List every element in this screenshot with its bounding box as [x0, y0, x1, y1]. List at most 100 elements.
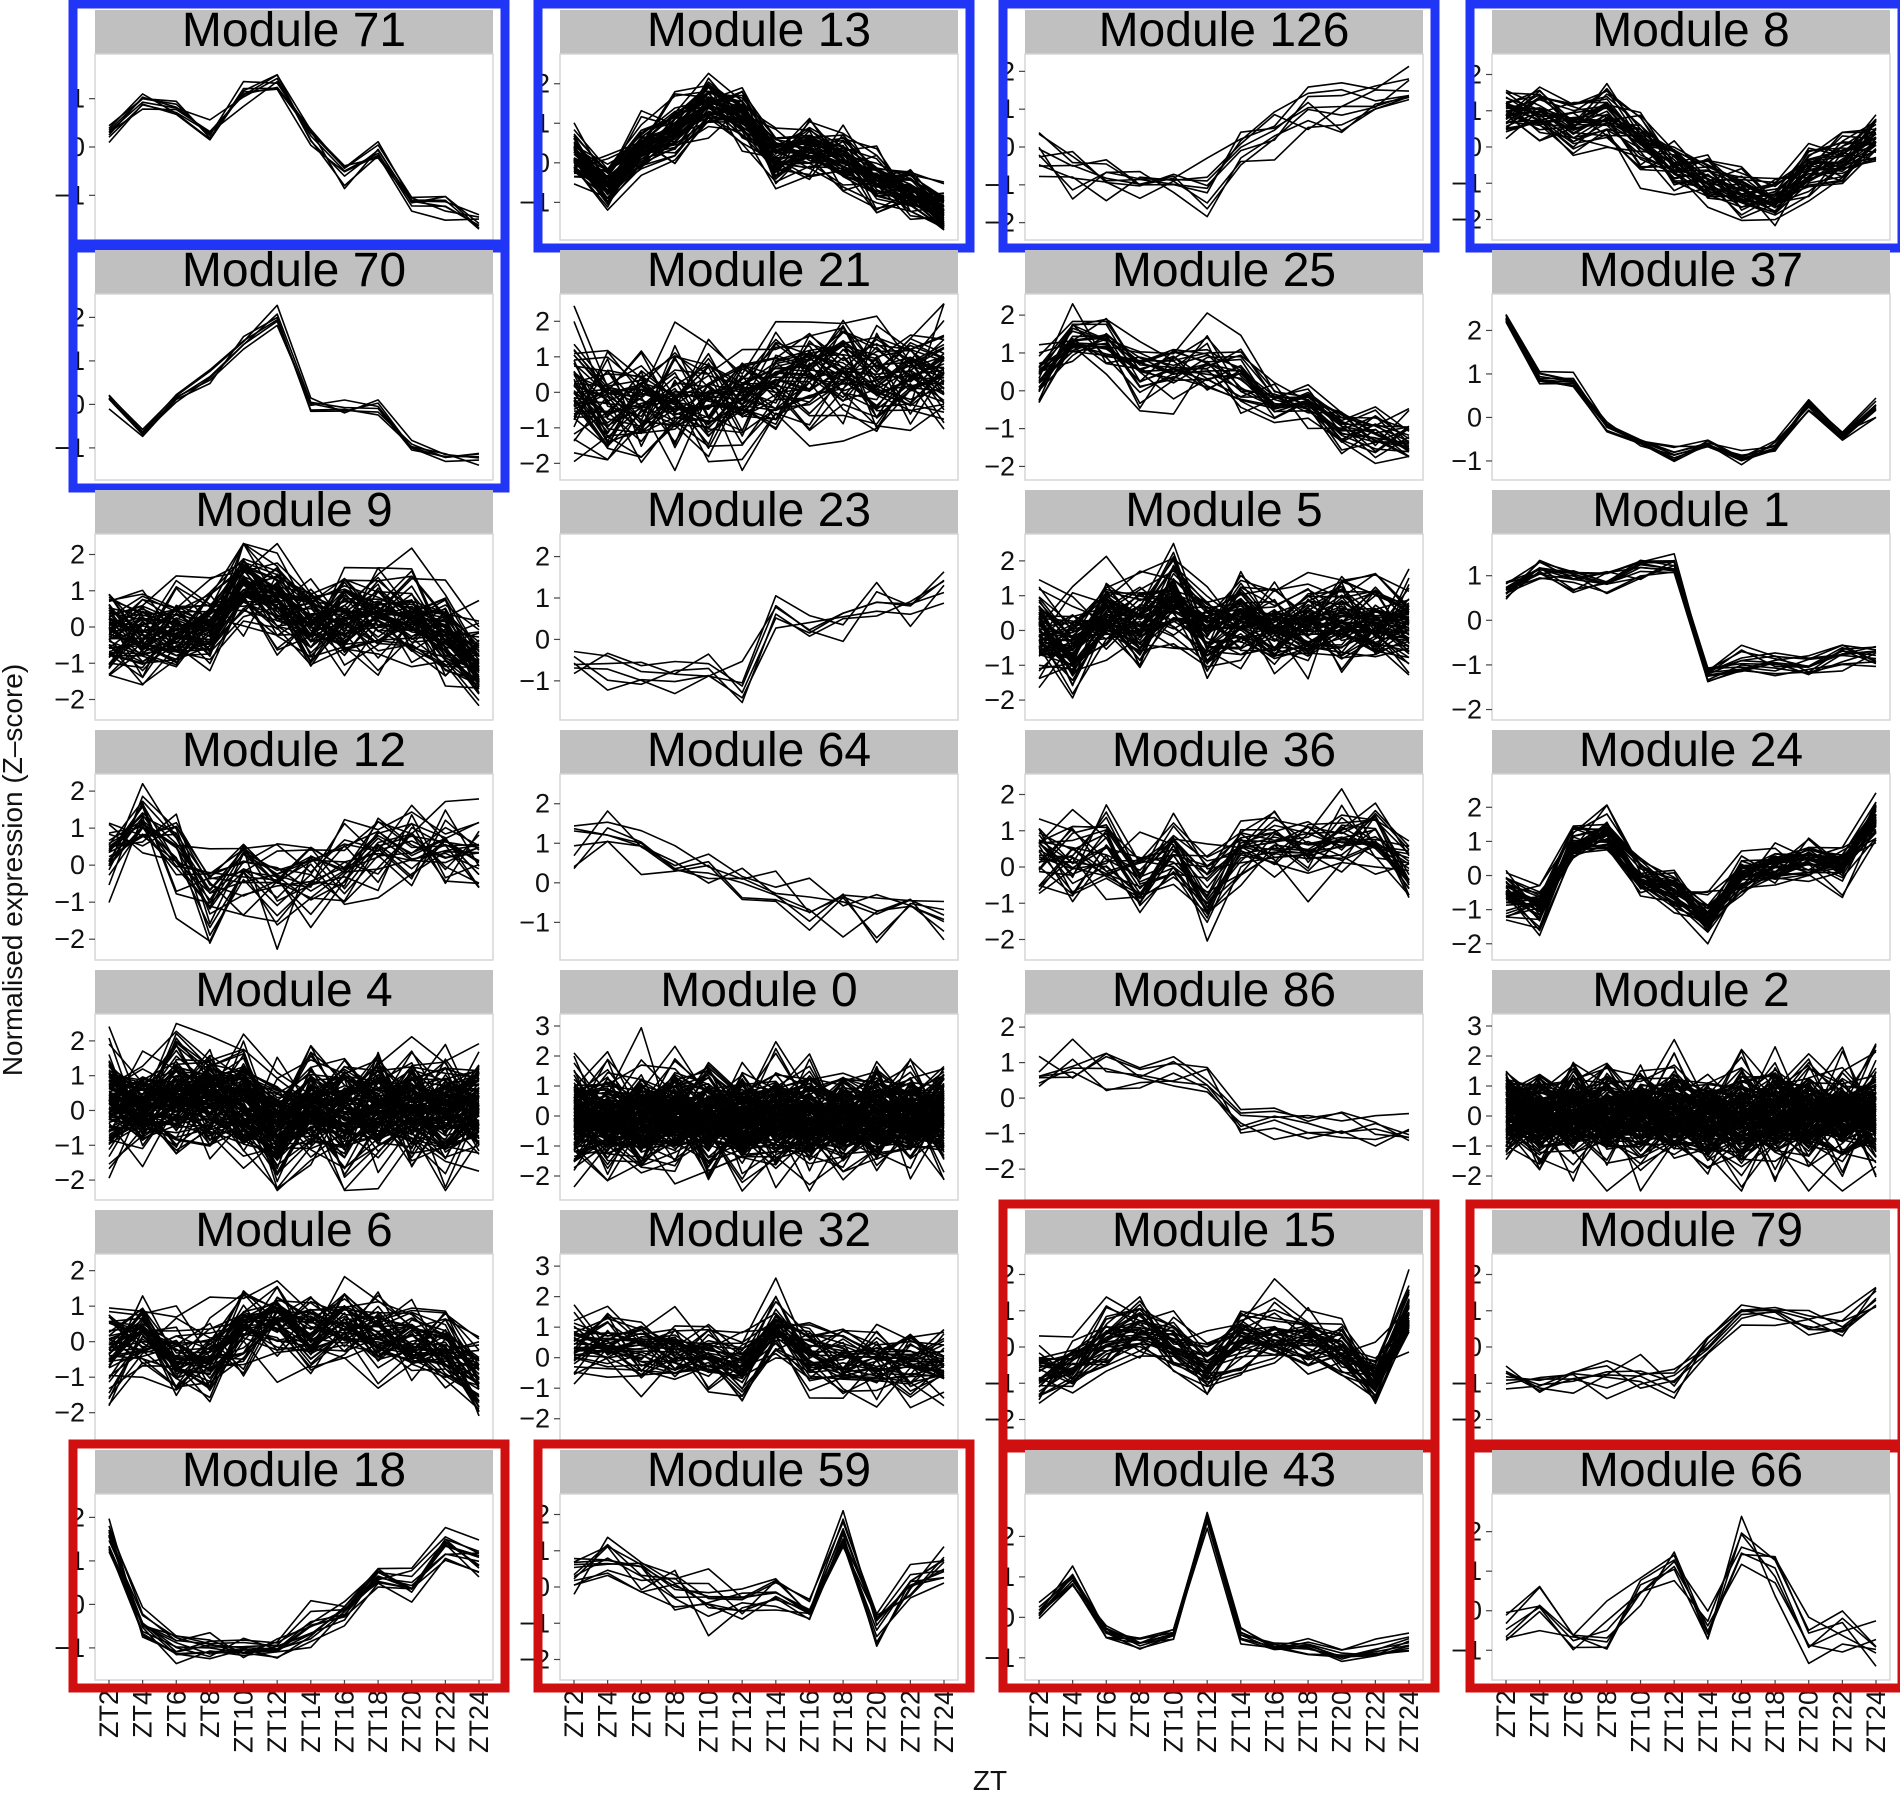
panel-module: Module 86 2 1 0 −1 −2 — [984, 964, 1424, 1201]
expression-line — [1505, 559, 1877, 675]
y-tick-label: −2 — [54, 924, 85, 954]
panel-strip — [1025, 1210, 1423, 1254]
panel-title: Module 43 — [1112, 1444, 1336, 1497]
expression-line — [573, 1540, 945, 1638]
y-tick-label: 0 — [70, 850, 85, 880]
y-tick-label: −2 — [1451, 929, 1482, 959]
panel-strip — [1492, 730, 1890, 774]
panel-strip — [1025, 970, 1423, 1014]
panel-title: Module 2 — [1592, 964, 1789, 1017]
plot-area — [559, 773, 959, 961]
x-tick-label: ZT2 — [1024, 1690, 1054, 1738]
expression-line — [573, 1324, 945, 1393]
expression-line — [108, 1315, 480, 1400]
panel-title: Module 12 — [182, 724, 406, 777]
panel-strip — [1492, 490, 1890, 534]
expression-line — [108, 805, 480, 904]
x-tick-label: ZT14 — [761, 1690, 791, 1753]
series-lines — [573, 72, 945, 231]
y-tick-label: −1 — [519, 1131, 550, 1161]
expression-line — [573, 107, 945, 215]
panel-module: Module 24 2 1 0 −1 −2 — [1451, 724, 1891, 961]
expression-line — [573, 352, 945, 428]
x-tick-label: ZT16 — [1259, 1690, 1289, 1753]
expression-line — [108, 597, 480, 707]
expression-line — [108, 1307, 480, 1387]
series-lines — [1505, 1515, 1877, 1667]
x-tick-label: ZT24 — [1394, 1690, 1424, 1753]
x-tick-label: ZT6 — [626, 1690, 656, 1738]
expression-line — [108, 1051, 480, 1113]
y-tick-label: −2 — [519, 1161, 550, 1191]
expression-line — [573, 369, 945, 447]
y-tick-label: −1 — [54, 1130, 85, 1160]
expression-line — [573, 116, 945, 225]
expression-line — [108, 1336, 480, 1391]
series-lines — [1505, 1038, 1877, 1192]
expression-line — [1038, 607, 1410, 699]
y-tick-label: 1 — [70, 576, 85, 606]
expression-line — [573, 1069, 945, 1142]
expression-line — [573, 90, 945, 199]
panel-strip — [560, 490, 958, 534]
expression-line — [1505, 1299, 1877, 1386]
highlight-frame — [1465, 1439, 1900, 1693]
x-tick-label: ZT6 — [1091, 1690, 1121, 1738]
expression-line — [1038, 804, 1410, 879]
expression-line — [1038, 815, 1410, 919]
expression-line — [108, 80, 480, 227]
panel-title: Module 18 — [182, 1444, 406, 1497]
panel-module: Module 9 2 1 0 −1 −2 — [54, 484, 494, 721]
expression-line — [108, 1536, 480, 1653]
x-axis-title: ZT — [973, 1765, 1007, 1796]
series-lines — [1038, 1511, 1410, 1663]
expression-line — [1038, 98, 1410, 204]
expression-line — [1038, 89, 1410, 194]
expression-line — [1505, 1067, 1877, 1140]
x-tick-label: ZT8 — [1125, 1690, 1155, 1738]
y-tick-label: 2 — [535, 789, 550, 819]
expression-line — [1505, 1105, 1877, 1149]
expression-line — [108, 826, 480, 929]
y-tick-label: −2 — [984, 685, 1015, 715]
y-tick-label: −2 — [1451, 695, 1482, 725]
expression-line — [573, 90, 945, 212]
expression-line — [108, 1065, 480, 1158]
y-tick-label: 3 — [535, 1011, 550, 1041]
panel-title: Module 86 — [1112, 964, 1336, 1017]
expression-line — [1038, 570, 1410, 657]
y-tick-label: 0 — [1000, 615, 1015, 645]
series-lines — [573, 303, 945, 472]
x-tick-label: ZT22 — [1360, 1690, 1390, 1753]
panel-title: Module 24 — [1579, 724, 1803, 777]
expression-line — [108, 1075, 480, 1159]
x-tick-label: ZT4 — [128, 1690, 158, 1738]
expression-line — [573, 336, 945, 431]
expression-line — [1038, 816, 1410, 924]
panel-title: Module 70 — [182, 244, 406, 297]
expression-line — [1505, 823, 1877, 916]
y-tick-label: 0 — [535, 377, 550, 407]
x-tick-label: ZT20 — [1794, 1690, 1824, 1753]
y-tick-label: 2 — [1467, 1041, 1482, 1071]
expression-line — [108, 1084, 480, 1160]
panel-title: Module 9 — [195, 484, 392, 537]
expression-line — [108, 1293, 480, 1375]
y-tick-label: 1 — [70, 1061, 85, 1091]
panel-title: Module 1 — [1592, 484, 1789, 537]
expression-line — [108, 567, 480, 690]
expression-line — [573, 1330, 945, 1378]
y-tick-label: 2 — [70, 540, 85, 570]
x-tick-label: ZT16 — [329, 1690, 359, 1753]
highlight-frame — [1465, 0, 1900, 253]
expression-line — [108, 1032, 480, 1114]
expression-line — [1505, 1085, 1877, 1153]
expression-line — [573, 1108, 945, 1180]
panel-strip — [1025, 1450, 1423, 1494]
panel-strip — [1492, 1450, 1890, 1494]
